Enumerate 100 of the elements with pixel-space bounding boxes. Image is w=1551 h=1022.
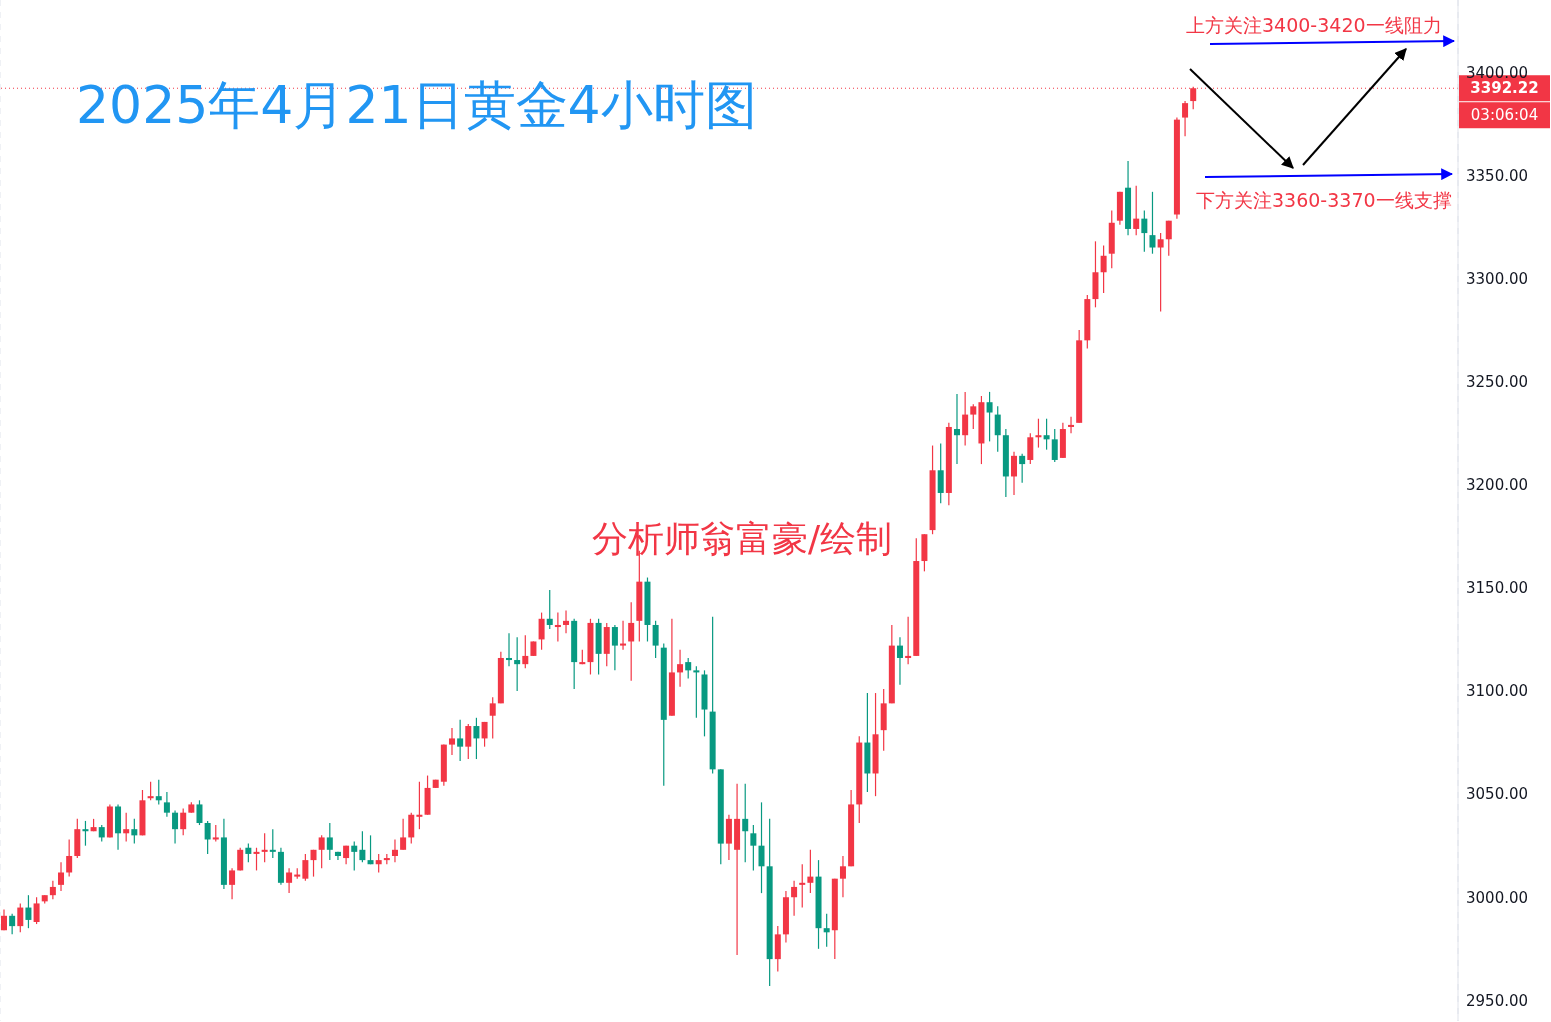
candlestick: [1100, 244, 1107, 294]
candlestick: [172, 810, 179, 845]
candlestick: [261, 832, 268, 863]
candlestick: [1141, 209, 1148, 253]
candlestick: [489, 696, 496, 740]
candlestick: [799, 863, 806, 909]
text: 2025年4月21日黄金4小时图: [76, 74, 757, 137]
candlestick: [791, 880, 798, 917]
candlestick: [1043, 418, 1050, 451]
candlestick: [1019, 453, 1026, 484]
candlestick: [538, 612, 545, 651]
candlestick: [310, 849, 317, 878]
candlestick: [807, 849, 814, 894]
candlestick: [66, 838, 73, 878]
candlestick: [1051, 428, 1058, 463]
candlestick: [9, 913, 16, 935]
candlestick: [1027, 432, 1034, 465]
candlestick: [839, 855, 846, 898]
candlestick: [611, 624, 618, 671]
candlestick: [970, 403, 977, 430]
candlestick: [58, 861, 65, 892]
ref-line-label: 3392.22: [1470, 79, 1539, 98]
y-tick-label: 3100.00: [1466, 682, 1529, 701]
candlestick: [17, 902, 24, 933]
candlestick: [506, 632, 513, 667]
text: 03:06:04: [1470, 106, 1539, 125]
candlestick: [994, 405, 1001, 453]
candlestick: [677, 649, 684, 688]
y-tick-label: 3000.00: [1466, 888, 1529, 907]
candlestick: [286, 867, 293, 894]
candlestick: [685, 657, 692, 680]
candlestick: [1035, 418, 1042, 449]
candlestick: [416, 781, 423, 830]
candlestick: [82, 820, 89, 847]
candlestick: [163, 791, 170, 818]
candlestick: [652, 620, 659, 659]
candlestick: [693, 665, 700, 719]
candlestick: [563, 609, 570, 634]
candlestick: [245, 843, 252, 863]
candlestick: [196, 799, 203, 826]
candlestick: [986, 391, 993, 442]
candlestick: [204, 820, 211, 855]
candlestick: [473, 717, 480, 760]
candlestick: [457, 719, 464, 762]
candlestick: [25, 894, 32, 929]
candlestick: [953, 393, 960, 465]
candlestick: [962, 391, 969, 447]
candlestick: [1068, 416, 1075, 434]
candlestick: [147, 781, 154, 801]
candlestick: [1011, 451, 1018, 496]
candlestick: [823, 913, 830, 948]
candlestick: [269, 828, 276, 859]
candlestick: [375, 853, 382, 874]
candlestick: [896, 636, 903, 686]
y-tick-label: 2950.00: [1466, 991, 1529, 1010]
candlestick: [49, 880, 56, 900]
annotation: 下方关注3360-3370一线支撑: [1196, 188, 1452, 213]
candlestick: [367, 834, 374, 865]
candlestick: [180, 807, 187, 836]
y-tick-label: 3300.00: [1466, 269, 1529, 288]
candlestick: [400, 818, 407, 851]
candlestick: [514, 636, 521, 692]
candlestick: [905, 616, 912, 665]
candlestick: [318, 834, 325, 869]
candlestick: [33, 896, 40, 925]
candlestick: [628, 601, 635, 682]
candlestick: [229, 867, 236, 900]
y-tick-label: 3050.00: [1466, 785, 1529, 804]
y-tick-label: 3250.00: [1466, 372, 1529, 391]
annotation: 上方关注3400-3420一线阻力: [1186, 13, 1442, 38]
y-tick-label: 3150.00: [1466, 579, 1529, 598]
candlestick: [123, 812, 130, 843]
candlestick: [481, 721, 488, 748]
candlestick: [326, 822, 333, 861]
candlestick: [1157, 232, 1164, 313]
candlestick: [1182, 100, 1189, 137]
candlestick: [620, 620, 627, 651]
candlestick: [359, 830, 366, 863]
candlestick: [1165, 220, 1172, 257]
candlestick: [750, 824, 757, 872]
candlestick: [758, 801, 765, 894]
candlestick: [522, 634, 529, 669]
y-tick-label: 3350.00: [1466, 166, 1529, 185]
candlestick: [155, 779, 162, 806]
candlestick: [408, 812, 415, 845]
candlestick: [554, 612, 561, 643]
candlestick: [253, 847, 260, 872]
candlestick: [546, 589, 553, 630]
candlestick: [937, 442, 944, 504]
candlestick: [742, 783, 749, 863]
candlestick: [1133, 185, 1140, 236]
candlestick: [351, 840, 358, 872]
candlestick: [465, 723, 472, 760]
y-tick-label: 3200.00: [1466, 476, 1529, 495]
candlestick: [302, 853, 309, 882]
annotation: 分析师翁富豪/绘制: [592, 517, 893, 561]
candlestick: [448, 727, 455, 756]
candlestick: [131, 818, 138, 845]
candlestick: [1149, 191, 1156, 255]
candlestick: [391, 838, 398, 863]
